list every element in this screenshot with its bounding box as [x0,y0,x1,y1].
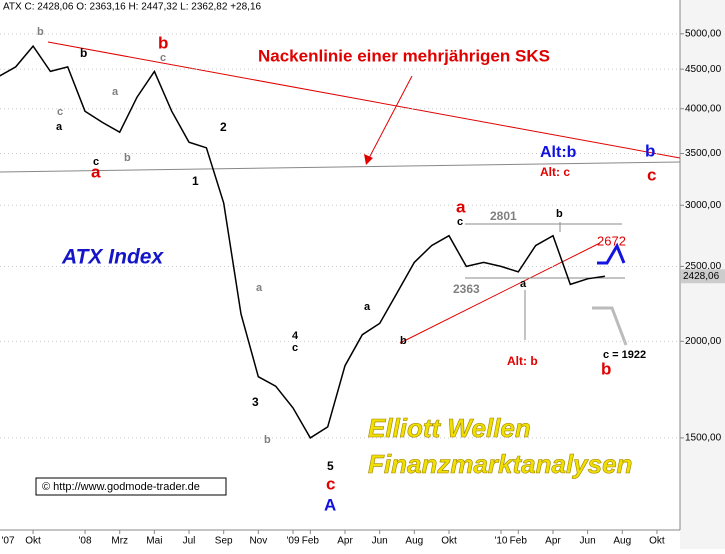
x-tick-label: '10 [494,536,507,547]
annotation: 2801 [490,209,517,223]
annotation: a [256,282,263,294]
annotation: Alt: c [540,165,570,179]
x-tick-label: Jul [183,536,196,547]
y-tick-label: 1500,00 [685,433,722,444]
last-price-box [681,269,725,284]
projection-down [592,306,628,346]
chart-title: ATX Index [61,246,164,269]
x-tick-label: Apr [545,536,561,547]
annotation: a [364,301,371,313]
trend-line [399,242,601,344]
annotation: b [264,434,271,446]
x-tick-label: Jun [580,536,596,547]
price-line [0,44,606,439]
x-tick-label: Jun [372,536,388,547]
neckline-gray [0,161,681,173]
y-tick-label: 4500,00 [685,64,722,75]
annotation: c [647,165,656,184]
x-tick-label: Feb [302,536,320,547]
x-tick-label: Aug [405,536,423,547]
annotation: 2672 [597,233,626,248]
neckline-red [47,41,681,159]
annotation: b [400,335,407,347]
x-tick-label: Okt [649,536,665,547]
arrow-head [364,154,373,165]
annotation: b [124,152,131,164]
header: ATX C: 2428,06 O: 2363,16 H: 2447,32 L: … [3,2,262,13]
annotation: Elliott Wellen [368,413,531,443]
annotation: Finanzmarktanalysen [368,449,632,479]
x-tick-label: '07 [1,536,14,547]
annotation: b [158,33,168,52]
annotation: a [56,121,63,133]
annotation: b [80,46,87,60]
x-tick-label: Apr [337,536,353,547]
annotation: Alt:b [540,144,577,161]
x-tick-label: Mrz [111,536,128,547]
x-tick-label: Okt [25,536,41,547]
x-tick-label: Nov [249,536,267,547]
annotation: c [457,216,463,228]
annotation: c [160,52,166,64]
annotation: b [37,26,44,38]
annotation: 2363 [453,282,480,296]
x-tick-label: Feb [510,536,528,547]
annotation: 5 [327,459,334,473]
annotation: A [324,495,336,514]
annotation: © http://www.godmode-trader.de [42,481,200,493]
annotation: a [112,86,119,98]
annotation: 2 [220,120,227,134]
x-tick-label: Aug [613,536,631,547]
x-tick-label: Okt [441,536,457,547]
y-tick-label: 2500,00 [685,261,722,272]
x-tick-label: '08 [79,536,92,547]
annotation: Nackenlinie einer mehrjährigen SKS [258,46,550,65]
annotation: c [93,156,99,168]
last-price-label: 2428,06 [683,271,720,282]
y-tick-label: 3500,00 [685,148,722,159]
annotation: b [645,141,655,160]
x-tick-label: Mai [146,536,162,547]
annotation: 4 [292,330,299,342]
copyright-box [35,477,227,496]
annotation: a [520,278,527,290]
y-tick-label: 4000,00 [685,103,722,114]
annotation: a [91,162,101,181]
annotation: 1 [192,174,199,188]
annotation: 3 [252,395,259,409]
annotation: c [292,342,298,354]
annotation: b [601,359,611,378]
annotation: c [57,106,63,118]
annotation: a [456,197,466,216]
projection-up [597,242,626,265]
x-tick-label: Sep [215,536,233,547]
arrow [367,75,413,161]
y-tick-label: 5000,00 [685,28,722,39]
annotation: b [556,208,563,220]
annotation: c [326,474,335,493]
y-tick-label: 3000,00 [685,200,722,211]
x-tick-label: '09 [286,536,299,547]
y-tick-label: 2000,00 [685,336,722,347]
annotation: Alt: b [507,354,538,368]
annotation: c = 1922 [603,349,646,361]
